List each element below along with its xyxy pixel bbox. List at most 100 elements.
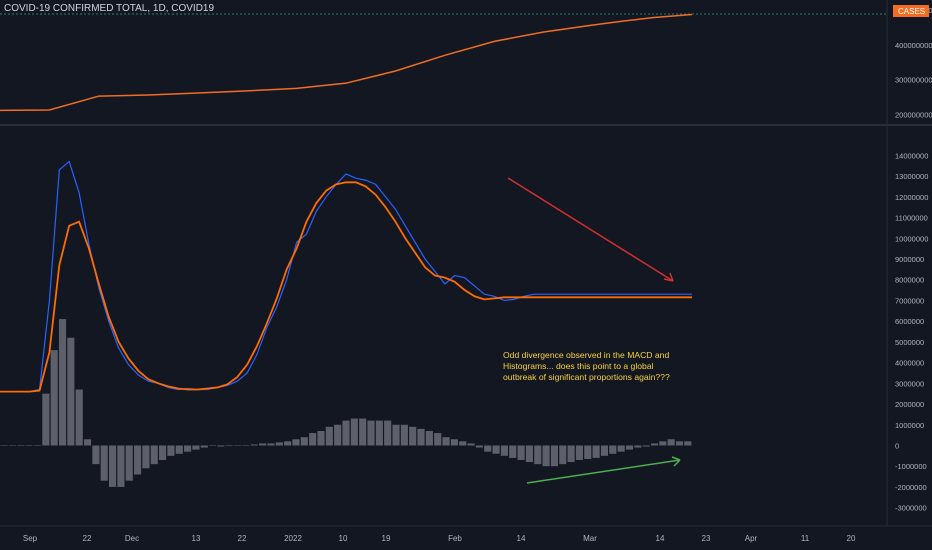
price-y-tick-label: 400000000: [895, 41, 932, 50]
histogram-bar: [250, 444, 258, 446]
x-tick-label: Dec: [125, 534, 139, 543]
histogram-bar: [459, 441, 467, 446]
histogram-bar: [25, 445, 33, 446]
x-tick-label: 19: [382, 534, 391, 543]
histogram-bar: [83, 439, 92, 446]
histogram-bar: [167, 445, 175, 456]
histogram-bar: [192, 445, 200, 450]
histogram-bar: [58, 319, 67, 446]
histogram-bar: [559, 445, 567, 465]
histogram-bar: [92, 445, 100, 465]
histogram-bar: [684, 441, 692, 446]
histogram-bar: [342, 420, 350, 446]
histogram-bar: [384, 420, 392, 446]
macd-y-tick-label: 0: [895, 441, 899, 450]
macd-y-tick-label: 6000000: [895, 317, 924, 326]
histogram-bar: [517, 445, 525, 460]
histogram-bar: [350, 418, 358, 446]
macd-y-tick-label: -3000000: [895, 504, 927, 513]
histogram-bar: [567, 445, 575, 463]
histogram-bar: [100, 445, 108, 481]
histogram-bar: [400, 424, 408, 446]
x-tick-label: Mar: [583, 534, 597, 543]
red-arrowhead-icon: [663, 272, 674, 282]
macd-y-tick-label: -2000000: [895, 483, 927, 492]
histogram-bar: [309, 433, 317, 446]
x-tick-label: 11: [801, 534, 810, 543]
macd-y-tick-label: 14000000: [895, 151, 928, 160]
histogram-bar: [500, 445, 508, 456]
histogram-bar: [225, 445, 233, 447]
x-tick-label: Apr: [745, 534, 758, 543]
histogram-bar: [0, 445, 8, 446]
x-tick-label: 23: [702, 534, 711, 543]
macd-y-tick-label: 11000000: [895, 214, 928, 223]
histogram-bar: [434, 433, 442, 446]
histogram-bar: [409, 426, 417, 446]
x-axis: Sep 22 Dec 13 22 2022 10 19 Feb 14 Mar 14 23 Apr 11 20: [23, 534, 856, 543]
histogram-bar: [200, 445, 208, 448]
histogram-bar: [50, 350, 58, 446]
red-trend-arrow: [507, 177, 674, 282]
macd-y-tick-label: 5000000: [895, 338, 924, 347]
histogram-bar: [33, 445, 42, 446]
histogram-bar: [150, 445, 158, 465]
x-tick-label: Sep: [23, 534, 38, 543]
x-tick-label: 14: [656, 534, 665, 543]
x-tick-label: 10: [339, 534, 348, 543]
price-series-line: [0, 13, 693, 112]
histogram-bar: [609, 445, 617, 454]
x-tick-label: 2022: [284, 534, 302, 543]
histogram-bar: [125, 445, 133, 481]
histogram-bar: [67, 337, 75, 446]
histogram-bar: [475, 445, 483, 448]
price-y-tick-label: 300000000: [895, 76, 932, 85]
macd-y-tick-label: -1000000: [895, 462, 927, 471]
histogram-bar: [300, 437, 308, 446]
histogram-bar: [584, 445, 592, 459]
histogram-bar: [334, 424, 342, 446]
histogram-bar: [367, 420, 375, 446]
price-badge-label: CASES: [898, 7, 925, 16]
macd-y-tick-label: 10000000: [895, 234, 928, 243]
histogram-bar: [159, 445, 167, 460]
chart-title: COVID-19 CONFIRMED TOTAL, 1D, COVID19: [4, 3, 215, 14]
histogram-bar: [642, 445, 650, 447]
histogram-bar: [42, 393, 50, 446]
macd-panel: 1400000013000000120000001100000010000000…: [0, 151, 928, 513]
histogram-bar: [75, 389, 83, 446]
histogram-bar: [234, 445, 242, 446]
histogram-bar: [442, 437, 450, 446]
price-badge: CASES: [893, 5, 929, 17]
histogram-bar: [8, 445, 17, 446]
histogram-bar: [209, 445, 217, 446]
histogram-bar: [284, 441, 292, 446]
histogram-bar: [317, 430, 325, 446]
x-tick-label: 14: [517, 534, 526, 543]
histogram-bar: [259, 443, 267, 446]
x-tick-label: Feb: [448, 534, 462, 543]
histogram-bar: [542, 445, 550, 467]
histogram-bar: [625, 445, 634, 450]
histogram-bar: [550, 445, 559, 467]
histogram-bar: [525, 445, 533, 463]
x-tick-label: 13: [192, 534, 201, 543]
histogram-bar: [242, 445, 250, 446]
histogram-bar: [650, 443, 659, 446]
x-tick-label: 20: [847, 534, 856, 543]
macd-y-tick-label: 7000000: [895, 296, 924, 305]
histogram-bar: [667, 439, 675, 446]
histogram-bar: [17, 445, 25, 446]
x-tick-label: 22: [83, 534, 92, 543]
macd-y-tick-label: 2000000: [895, 400, 924, 409]
histogram-bar: [634, 445, 642, 448]
histogram-bar: [392, 424, 400, 446]
signal-series-line: [0, 181, 692, 393]
macd-y-tick-label: 13000000: [895, 172, 928, 181]
macd-y-tick-label: 1000000: [895, 421, 924, 430]
histogram-bar: [133, 445, 142, 475]
histogram-bar: [142, 445, 150, 469]
histogram-bar: [375, 420, 383, 446]
histogram-bar: [267, 443, 275, 446]
